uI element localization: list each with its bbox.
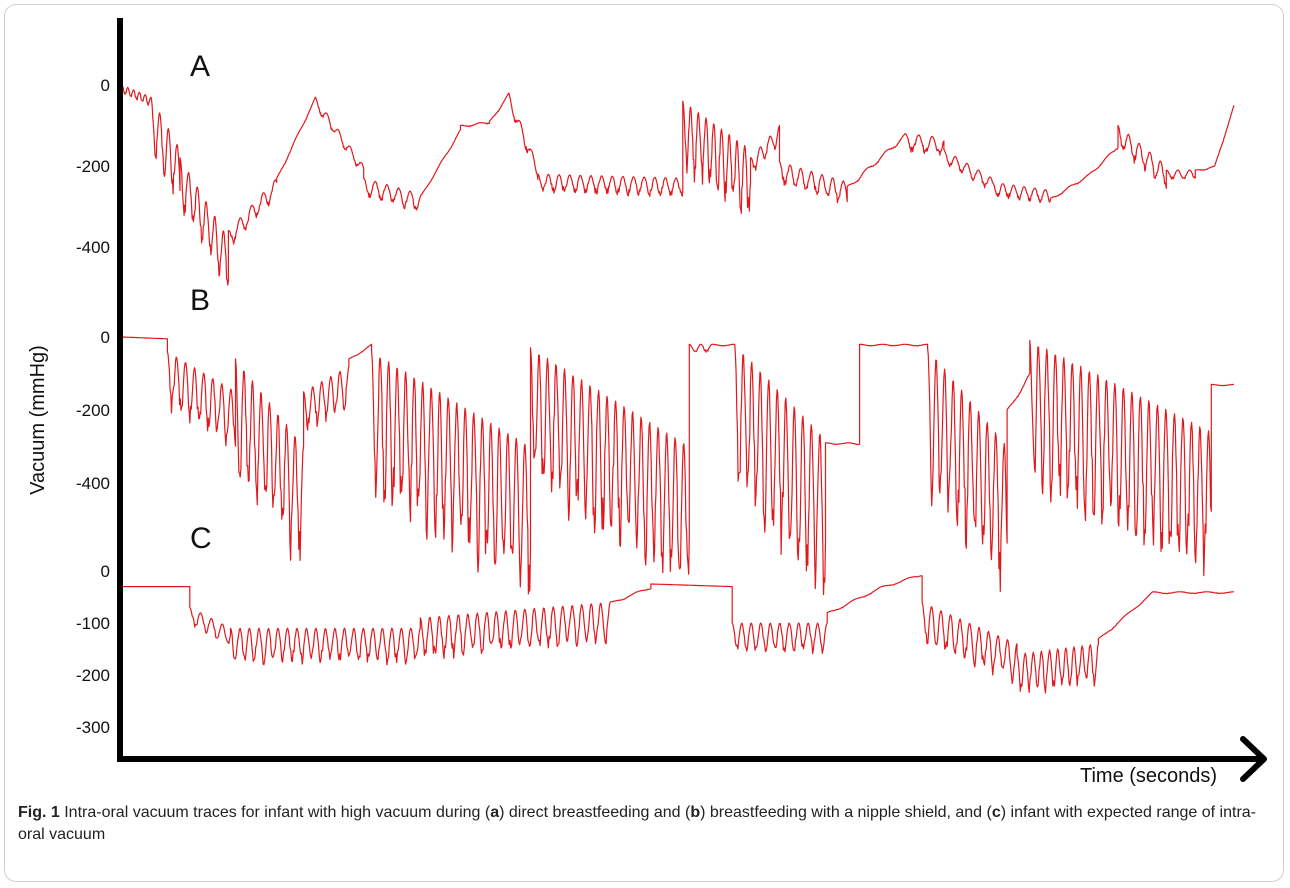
- y-tick-label-b-neg200: -200: [76, 401, 110, 420]
- panel-label-c: C: [190, 522, 212, 555]
- caption-text-2: ) direct breastfeeding and (: [499, 804, 691, 821]
- trace-c: [122, 574, 1234, 694]
- y-tick-label-c-neg200: -200: [76, 666, 110, 685]
- caption-text-1: Intra-oral vacuum traces for infant with…: [59, 804, 491, 821]
- x-axis-label: Time (seconds): [1080, 765, 1217, 787]
- y-tick-label-a-0: 0: [101, 76, 110, 95]
- panel-label-a: A: [190, 50, 210, 83]
- caption-letter-a: a: [490, 804, 500, 821]
- trace-a: [121, 84, 1235, 286]
- y-axis-label: Vacuum (mmHg): [27, 345, 49, 495]
- panel-label-b: B: [190, 284, 210, 317]
- x-axis-arrowhead: [1240, 736, 1267, 782]
- y-tick-label-c-0: 0: [101, 562, 110, 581]
- caption-letter-b: b: [690, 804, 701, 821]
- traces-group: [121, 84, 1235, 694]
- caption-text-3: ) breastfeeding with a nipple shield, an…: [700, 804, 992, 821]
- caption-fig-label: Fig. 1: [18, 804, 60, 821]
- caption-text-4: ) infant with expected range of intra-or…: [18, 804, 1256, 843]
- y-tick-label-c-neg300: -300: [76, 718, 110, 737]
- figure-frame: [4, 4, 1284, 882]
- y-tick-label-b-neg400: -400: [76, 474, 110, 493]
- ticks-group: 0 -200 -400 0 -200 -400 0 -100 -200 -300: [76, 76, 110, 737]
- caption-letter-c: c: [991, 804, 1001, 821]
- trace-b: [122, 336, 1235, 596]
- figure-caption: Fig. 1 Intra-oral vacuum traces for infa…: [18, 802, 1268, 846]
- y-tick-label-b-0: 0: [101, 328, 110, 347]
- y-tick-label-a-neg200: -200: [76, 157, 110, 176]
- y-tick-label-a-neg400: -400: [76, 238, 110, 257]
- y-tick-label-c-neg100: -100: [76, 614, 110, 633]
